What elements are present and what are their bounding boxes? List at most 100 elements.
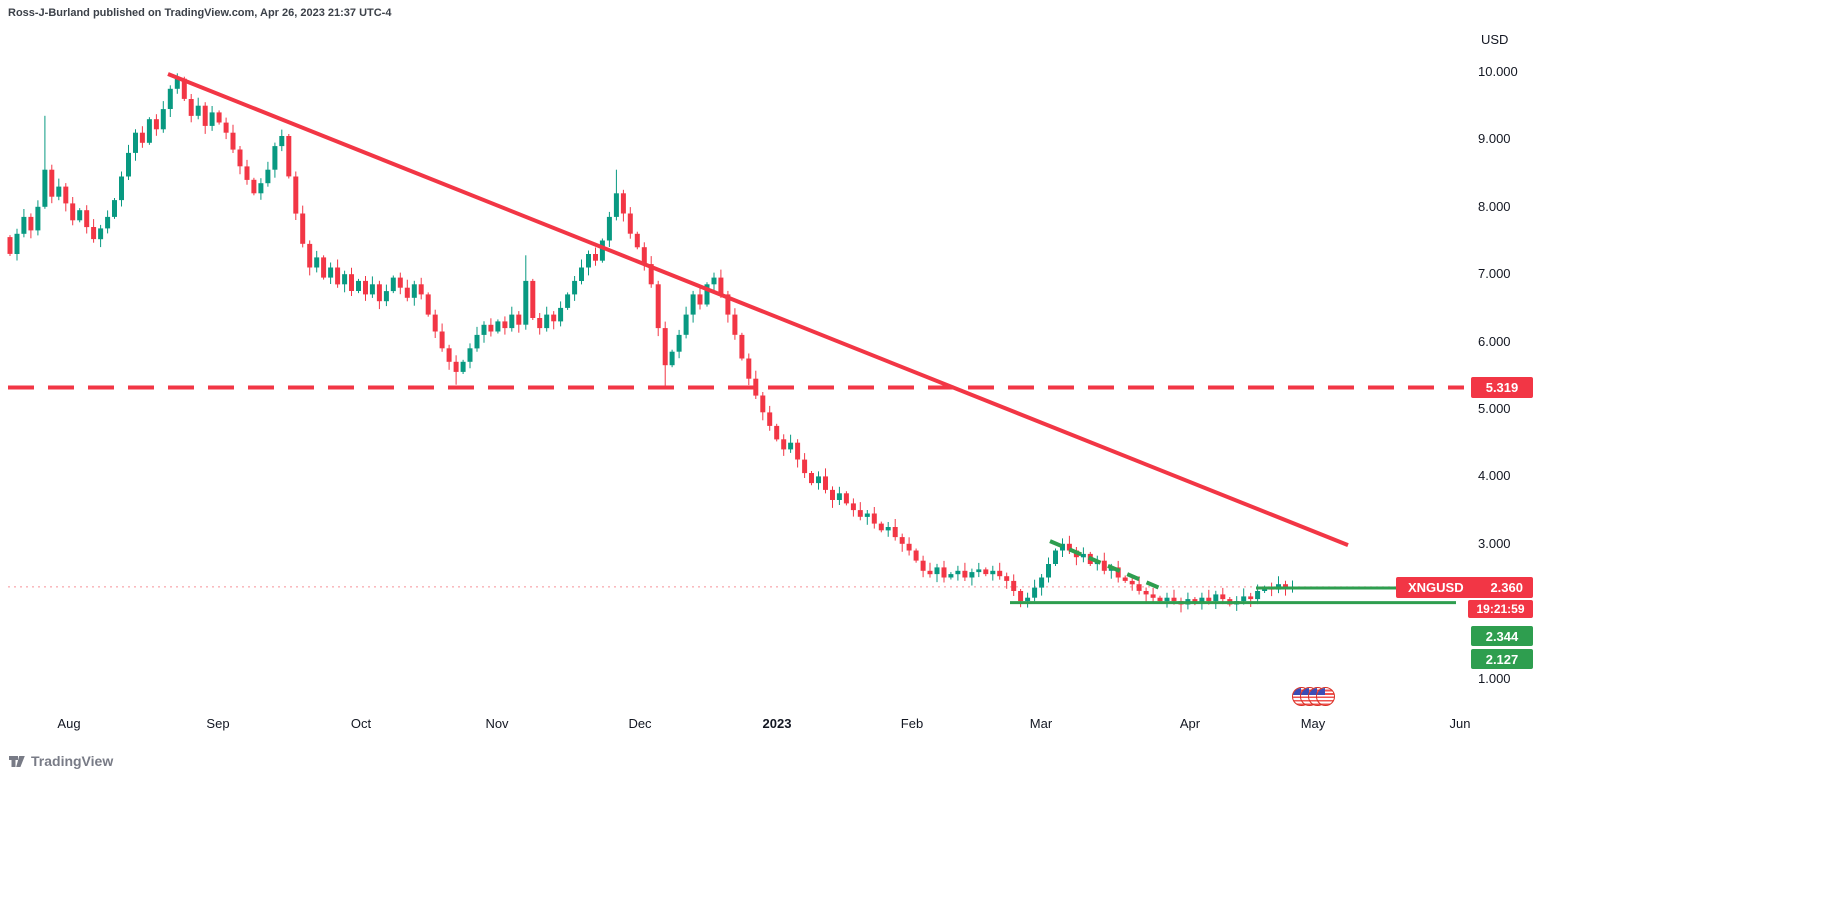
candle-body: [300, 213, 306, 244]
date-tick-label: Mar: [1029, 716, 1053, 731]
candle-body: [460, 361, 466, 372]
candle-body: [446, 348, 452, 362]
price-tick-label: 9.000: [1478, 131, 1511, 146]
candle-body: [997, 570, 1003, 577]
price-tick-label: 4.000: [1478, 468, 1511, 483]
candle-body: [795, 442, 801, 460]
price-tick-label: 7.000: [1478, 266, 1511, 281]
candle-body: [690, 294, 696, 315]
candle-body: [363, 280, 368, 295]
candle-body: [251, 179, 257, 194]
candle-body: [342, 274, 348, 285]
candle-body: [857, 510, 863, 517]
candle-body: [495, 321, 501, 332]
candle-body: [146, 119, 152, 143]
candle-body: [1143, 591, 1149, 595]
candle-body: [725, 294, 731, 315]
date-tick-label: Apr: [1179, 716, 1201, 731]
candle-body: [850, 503, 856, 511]
candle-body: [418, 284, 424, 295]
candle-body: [397, 277, 403, 288]
candle-body: [279, 136, 285, 147]
candle-body: [565, 294, 571, 308]
candle-body: [1101, 560, 1107, 571]
candle-body: [174, 78, 180, 89]
candle-body: [481, 324, 487, 335]
candle-body: [84, 210, 90, 228]
candle-body: [976, 569, 982, 573]
candle-body: [613, 193, 619, 217]
candle-body: [272, 146, 278, 170]
candle-body: [941, 567, 947, 578]
candle-body: [586, 254, 591, 268]
candle-body: [788, 442, 794, 450]
price-tick-label: 8.000: [1478, 199, 1511, 214]
candle-body: [411, 284, 417, 298]
candle-body: [349, 274, 354, 291]
candle-body: [28, 216, 34, 231]
candle-body: [558, 307, 564, 322]
candle-body: [425, 294, 431, 315]
candle-body: [767, 412, 773, 426]
candle-body: [1066, 543, 1072, 551]
candle-body: [732, 314, 738, 335]
support-upper-price-badge[interactable]: 2.344: [1471, 626, 1533, 646]
date-tick-label: Sep: [206, 716, 230, 731]
resistance-price-badge[interactable]: 5.319: [1471, 377, 1533, 398]
tradingview-logo-icon: [9, 756, 25, 767]
copyright-text: Ross-J-Burland published on TradingView.…: [8, 7, 392, 19]
candle-body: [913, 550, 919, 561]
candle-body: [990, 570, 996, 575]
candle-body: [983, 569, 989, 575]
candle-body: [335, 267, 341, 285]
tradingview-brand[interactable]: TradingView: [8, 752, 113, 770]
candle-body: [286, 136, 292, 177]
candle-body: [502, 321, 508, 329]
candle-body: [523, 280, 529, 325]
candle-body: [509, 314, 515, 329]
date-tick-label: 2023: [762, 716, 792, 731]
date-tick-label: Oct: [350, 716, 372, 731]
us-economic-event-flags[interactable]: [1292, 687, 1338, 706]
candle-body: [376, 284, 382, 302]
descending-trendline[interactable]: [167, 72, 1349, 547]
candle-body: [439, 331, 445, 349]
candle-body: [843, 493, 849, 504]
candle-body: [1115, 567, 1121, 578]
candle-body: [830, 489, 835, 500]
bar-countdown-badge: 19:21:59: [1468, 600, 1533, 618]
candle-body: [969, 572, 975, 578]
candle-body: [153, 119, 159, 130]
candle-body: [14, 233, 20, 254]
candle-body: [1248, 596, 1254, 600]
candle-body: [774, 425, 780, 440]
candle-body: [572, 280, 578, 295]
candle-body: [551, 314, 557, 322]
candle-body: [314, 257, 320, 268]
candle-body: [878, 523, 884, 531]
candle-body: [1004, 576, 1010, 581]
candle-body: [98, 228, 104, 240]
candle-body: [746, 358, 752, 379]
candle-body: [1206, 597, 1212, 602]
candle-body: [70, 203, 76, 221]
support-lower-price-badge[interactable]: 2.127: [1471, 649, 1533, 669]
candle-body: [1122, 577, 1128, 581]
candle-body: [1283, 584, 1288, 588]
last-price-badge[interactable]: XNGUSD 2.360: [1396, 577, 1533, 598]
candle-body: [704, 284, 710, 305]
candle-body: [1053, 550, 1058, 564]
price-tick-label: 3.000: [1478, 536, 1511, 551]
candle-body: [1060, 543, 1065, 551]
candle-body: [934, 567, 940, 575]
candle-body: [537, 318, 543, 329]
date-tick-label: Nov: [485, 716, 509, 731]
candle-body: [202, 105, 208, 126]
candle-body: [467, 348, 473, 362]
candle-body: [1046, 564, 1051, 578]
candle-body: [1255, 591, 1261, 600]
date-tick-label: Dec: [628, 716, 652, 731]
candle-body: [181, 78, 187, 99]
